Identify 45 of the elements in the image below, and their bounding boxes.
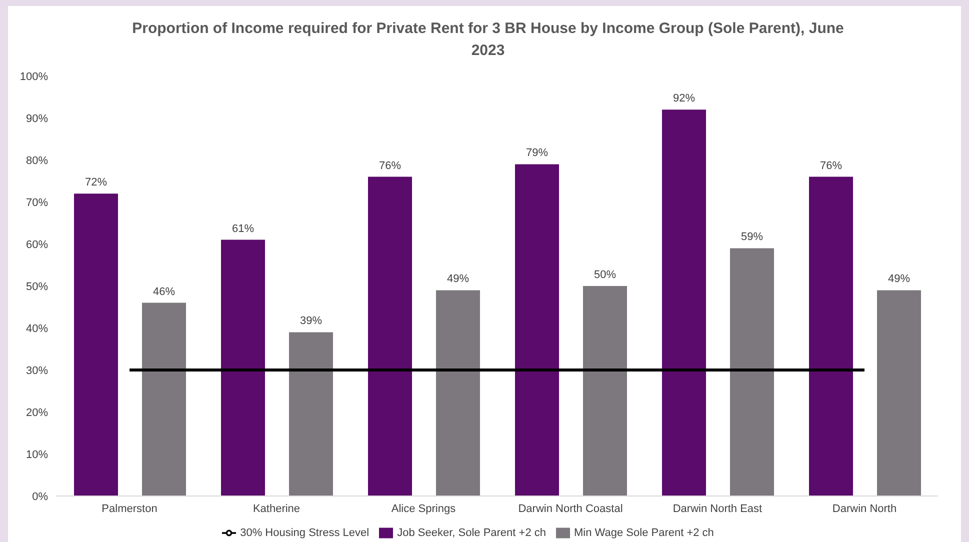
bar xyxy=(662,110,706,496)
chart-title: Proportion of Income required for Private Rent for 3 BR House by Income Group (Sole Parent), June 2023 xyxy=(131,19,845,61)
data-label: 46% xyxy=(152,286,176,298)
data-label: 76% xyxy=(378,160,402,172)
y-tick-label: 80% xyxy=(26,154,48,167)
bar xyxy=(809,176,853,496)
y-tick-label: 20% xyxy=(26,406,48,419)
bar xyxy=(515,164,559,496)
x-tick-label: Katherine xyxy=(252,502,300,515)
bar xyxy=(436,290,480,496)
legend-label: Min Wage Sole Parent +2 ch xyxy=(574,526,714,539)
y-tick-label: 40% xyxy=(26,322,48,335)
x-tick-label: Darwin North Coastal xyxy=(518,502,623,515)
legend-label: 30% Housing Stress Level xyxy=(240,526,370,539)
y-tick-label: 10% xyxy=(26,448,48,461)
x-tick-label: Darwin North xyxy=(832,502,897,515)
x-tick-label: Palmerston xyxy=(102,502,158,515)
data-label: 76% xyxy=(820,160,842,172)
bar xyxy=(583,286,627,496)
data-label: 79% xyxy=(526,147,548,160)
y-tick-label: 70% xyxy=(26,196,48,209)
data-label: 61% xyxy=(232,222,254,235)
y-tick-label: 60% xyxy=(26,238,48,251)
bar xyxy=(221,240,265,496)
y-tick-label: 50% xyxy=(26,280,48,293)
data-label: 39% xyxy=(300,315,322,328)
data-label: 49% xyxy=(888,273,910,286)
x-tick-label: Darwin North East xyxy=(672,502,762,515)
y-tick-label: 30% xyxy=(26,364,48,377)
y-tick-label: 90% xyxy=(26,112,48,125)
bar xyxy=(368,176,412,496)
y-tick-label: 0% xyxy=(32,490,48,503)
x-tick-label: Alice Springs xyxy=(391,502,456,515)
data-label: 59% xyxy=(740,231,764,244)
y-tick-label: 100% xyxy=(20,70,48,83)
data-label: 50% xyxy=(594,269,616,281)
data-label: 72% xyxy=(84,176,108,189)
bar xyxy=(289,332,333,496)
data-label: 92% xyxy=(672,92,696,105)
bar xyxy=(74,194,118,496)
bar xyxy=(877,290,921,496)
legend-label: Job Seeker, Sole Parent +2 ch xyxy=(397,526,546,539)
data-label: 49% xyxy=(446,273,470,286)
bar xyxy=(142,302,186,496)
bar xyxy=(730,248,774,496)
